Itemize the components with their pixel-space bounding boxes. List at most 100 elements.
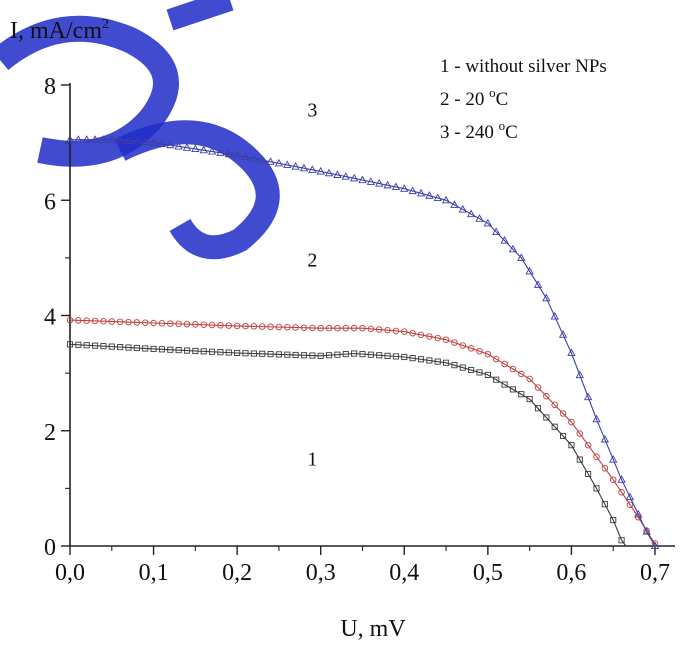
data-point	[191, 144, 200, 153]
data-point	[367, 325, 375, 333]
data-point	[133, 344, 140, 352]
data-point	[567, 348, 576, 357]
data-point	[441, 195, 451, 204]
data-point	[66, 316, 74, 324]
data-point	[650, 541, 660, 550]
data-point	[383, 180, 392, 189]
data-point	[392, 327, 400, 335]
x-tick-label: 0,4	[389, 560, 419, 586]
data-point	[75, 341, 82, 348]
series-layer	[65, 135, 660, 550]
data-point	[417, 356, 425, 363]
data-point	[626, 501, 634, 508]
data-point	[625, 492, 635, 501]
data-point	[209, 348, 216, 355]
data-point	[158, 346, 165, 353]
data-point	[183, 347, 191, 354]
data-point	[208, 321, 216, 329]
data-point	[299, 163, 309, 172]
data-point	[133, 319, 141, 326]
data-point	[366, 177, 376, 185]
data-point	[157, 139, 167, 147]
data-point	[550, 311, 559, 320]
data-point	[518, 391, 525, 398]
data-point	[225, 322, 233, 329]
data-point	[175, 320, 182, 328]
watermark-stroke	[0, 15, 179, 167]
data-point	[316, 166, 325, 175]
data-point	[534, 405, 542, 412]
data-point	[568, 442, 575, 449]
data-point	[551, 423, 558, 430]
data-point	[142, 345, 149, 352]
data-point	[484, 371, 491, 378]
data-point	[274, 158, 284, 167]
data-point	[467, 345, 475, 352]
data-point	[300, 324, 308, 331]
data-point	[576, 430, 584, 437]
data-point	[459, 364, 466, 371]
data-point	[259, 350, 266, 357]
data-point	[107, 135, 116, 143]
data-point	[384, 352, 391, 359]
data-point	[401, 353, 408, 361]
data-point	[125, 344, 132, 351]
data-point	[158, 320, 166, 327]
data-point	[475, 214, 484, 222]
data-point	[250, 350, 257, 357]
data-point	[242, 350, 249, 357]
x-tick-label: 0,6	[556, 560, 586, 586]
data-point	[458, 204, 467, 213]
data-point	[434, 334, 441, 342]
data-point	[241, 152, 250, 160]
data-point	[334, 324, 341, 332]
data-point	[359, 324, 366, 332]
watermark-stroke	[114, 120, 280, 260]
data-point	[167, 346, 174, 353]
series-2	[66, 316, 659, 547]
data-point	[108, 318, 116, 325]
data-point	[292, 324, 299, 331]
data-point	[376, 352, 383, 359]
data-point	[508, 244, 518, 253]
data-point	[200, 348, 207, 355]
curve-label-2: 2	[307, 250, 317, 272]
data-point	[442, 336, 450, 343]
data-point	[466, 209, 476, 218]
data-point	[576, 456, 583, 463]
data-point	[493, 376, 500, 383]
data-point	[375, 179, 384, 187]
x-tick-label: 0,5	[473, 560, 503, 586]
data-point	[349, 173, 359, 182]
data-point	[634, 509, 643, 518]
data-point	[509, 365, 517, 373]
data-point	[108, 343, 115, 350]
data-point	[618, 488, 625, 496]
data-point	[543, 392, 550, 400]
data-point	[317, 352, 324, 359]
data-point	[217, 349, 224, 356]
data-point	[74, 135, 83, 143]
axes: 0,0 0,1 0,2 0,3 0,4 0,5 0,6 0,7 0 2 4 6 8	[44, 74, 675, 586]
data-point	[359, 351, 366, 358]
data-point	[434, 358, 441, 365]
data-point	[300, 352, 308, 359]
data-point	[149, 138, 158, 146]
data-point	[224, 149, 233, 158]
data-point	[308, 165, 317, 173]
data-point	[333, 170, 342, 178]
data-point	[585, 470, 592, 478]
x-tick-label: 0,0	[55, 560, 85, 586]
data-point	[266, 157, 275, 165]
data-point	[542, 293, 551, 302]
data-point	[283, 160, 292, 169]
curve-labels: 1 2 3	[307, 100, 317, 471]
data-point	[225, 349, 232, 356]
data-point	[200, 321, 207, 328]
data-point	[216, 148, 225, 156]
data-point	[584, 441, 592, 449]
data-point	[443, 359, 450, 366]
series-1	[66, 341, 627, 547]
data-point	[392, 353, 399, 360]
data-point	[593, 485, 600, 492]
